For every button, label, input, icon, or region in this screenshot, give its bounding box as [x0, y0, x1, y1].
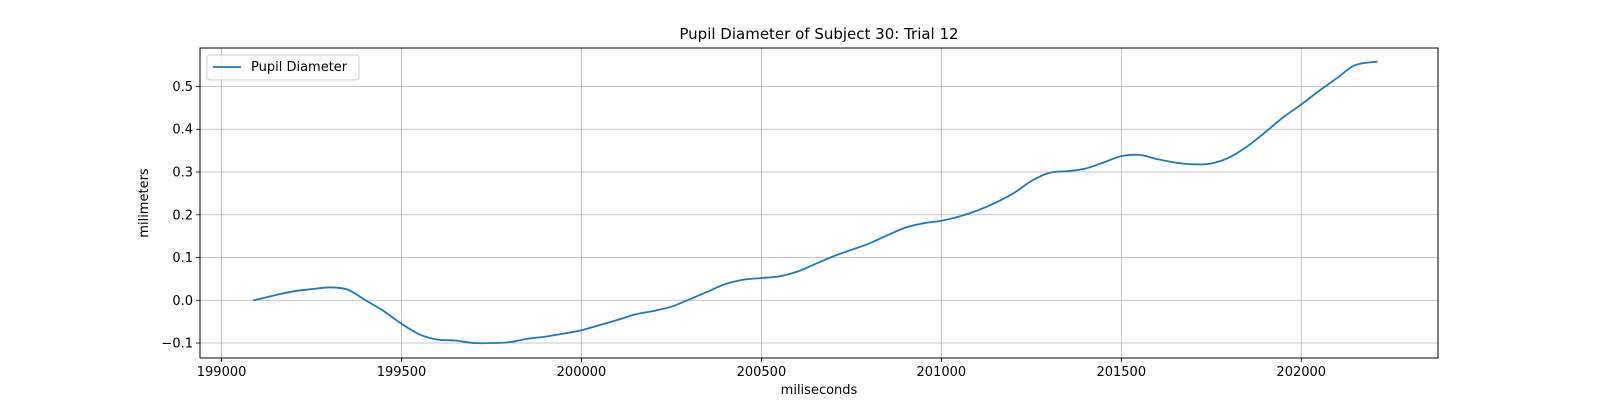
y-tick-label: 0.5 [172, 80, 193, 95]
x-tick-label: 202000 [1276, 365, 1326, 380]
x-tick-label: 201500 [1096, 365, 1146, 380]
y-axis-label: milimeters [137, 168, 152, 238]
y-tick-label: 0.1 [172, 251, 193, 266]
series-layer [253, 60, 1378, 345]
x-tick-label: 200500 [737, 365, 787, 380]
legend-label: Pupil Diameter [251, 60, 348, 75]
y-tick-label: 0.3 [172, 166, 193, 181]
y-tick-label: 0.2 [172, 208, 193, 223]
legend-box [206, 54, 360, 81]
x-axis-label: miliseconds [781, 383, 858, 398]
plot-frame [199, 47, 1439, 359]
chart-title: Pupil Diameter of Subject 30: Trial 12 [679, 25, 958, 43]
x-tick-label: 199500 [377, 365, 427, 380]
y-tick-label: 0.4 [172, 123, 193, 138]
y-tick-label: 0.0 [172, 294, 193, 309]
x-tick-label: 199000 [197, 365, 247, 380]
x-tick-label: 200000 [557, 365, 607, 380]
legend: Pupil Diameter [206, 54, 360, 81]
x-tick-label: 201000 [917, 365, 967, 380]
grid-lines [200, 48, 1438, 358]
y-tick-label: −0.1 [161, 337, 193, 352]
plot-area [200, 48, 1438, 358]
axis-ticks: 199000 199500 200000 200500 201000 201500 2020… [161, 80, 1326, 380]
series-line-pupil-diameter [253, 60, 1378, 345]
